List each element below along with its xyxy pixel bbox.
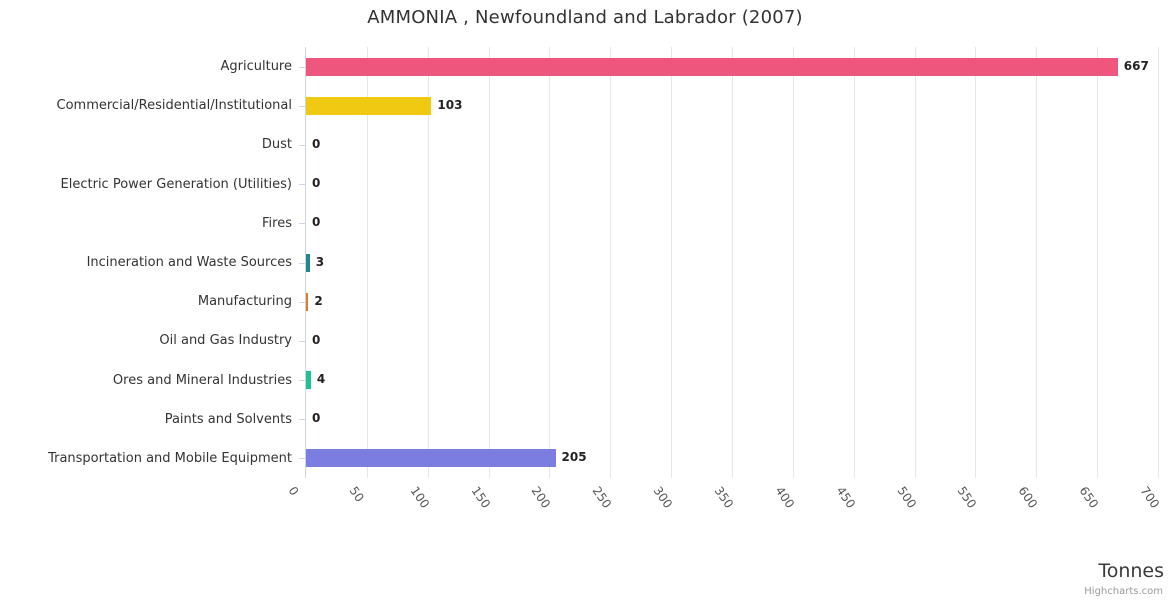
x-tick-label: 700	[1137, 484, 1163, 511]
gridline	[853, 47, 855, 478]
gridline	[610, 47, 612, 478]
bar-value-label: 0	[312, 137, 321, 151]
category-label: Manufacturing	[197, 294, 292, 310]
x-tick-label: 550	[954, 484, 980, 511]
chart-title: AMMONIA , Newfoundland and Labrador (200…	[367, 7, 803, 28]
bar[interactable]	[306, 253, 310, 272]
gridline	[1097, 47, 1099, 478]
bar-value-label: 0	[312, 215, 321, 230]
bar-value-label: 0	[312, 332, 321, 347]
gridline	[671, 47, 673, 478]
category-tick	[299, 458, 306, 460]
gridline	[975, 47, 977, 478]
highcharts-credits-link[interactable]: Highcharts.com	[1084, 586, 1163, 597]
category-label: Electric Power Generation (Utilities)	[60, 176, 292, 192]
gridline	[792, 47, 794, 478]
category-tick	[299, 262, 306, 264]
x-tick-label: 450	[833, 484, 858, 511]
gridline	[1036, 47, 1038, 478]
gridline	[549, 47, 551, 478]
bar[interactable]	[306, 57, 1118, 76]
x-tick-label: 400	[772, 484, 798, 511]
category-tick	[299, 419, 306, 421]
bar-value-label: 205	[561, 450, 587, 465]
category-tick	[299, 105, 306, 107]
x-tick-label: 250	[589, 484, 615, 511]
bar-value-label: 2	[314, 293, 323, 308]
x-tick-label: 100	[407, 484, 432, 511]
category-label: Agriculture	[220, 59, 293, 75]
bar[interactable]	[306, 371, 311, 389]
gridline	[488, 47, 490, 478]
x-tick-label: 150	[468, 484, 493, 511]
x-tick-label: 500	[894, 484, 919, 511]
bar-value-label: 667	[1123, 58, 1149, 73]
x-tick-label: 350	[711, 484, 737, 511]
gridline	[427, 47, 429, 478]
gridline	[732, 47, 733, 478]
category-tick	[299, 340, 306, 342]
bar[interactable]	[306, 292, 309, 311]
bar-value-label: 0	[312, 411, 321, 426]
category-label: Oil and Gas Industry	[159, 333, 292, 349]
category-tick	[299, 66, 306, 68]
category-label: Transportation and Mobile Equipment	[48, 450, 292, 466]
bar-value-label: 3	[315, 254, 325, 269]
x-tick-label: 0	[285, 484, 302, 499]
x-axis-title: Tonnes	[1098, 560, 1164, 582]
category-tick	[299, 145, 306, 146]
bar-value-label: 103	[437, 97, 463, 112]
bar[interactable]	[306, 449, 556, 468]
gridline	[1158, 47, 1159, 478]
category-label: Ores and Mineral Industries	[112, 372, 292, 388]
x-tick-label: 650	[1076, 484, 1102, 511]
gridline	[366, 47, 368, 478]
category-label: Commercial/Residential/Institutional	[56, 98, 293, 114]
category-tick	[299, 301, 306, 303]
plot-area: 667 103 0 0 0 3 2 0 4 0 205	[305, 47, 1159, 478]
x-tick-label: 50	[346, 484, 367, 505]
gridline	[914, 47, 916, 478]
category-axis: Agriculture Commercial/Residential/Instit…	[0, 47, 292, 478]
bar[interactable]	[306, 96, 432, 115]
category-label: Incineration and Waste Sources	[86, 254, 292, 270]
category-label: Fires	[262, 215, 292, 231]
x-tick-label: 200	[528, 484, 554, 511]
bar-value-label: 0	[312, 176, 321, 191]
category-tick	[299, 380, 306, 381]
category-tick	[299, 223, 306, 225]
x-tick-label: 600	[1015, 484, 1041, 511]
category-label: Dust	[261, 137, 292, 153]
category-tick	[299, 184, 306, 186]
x-tick-label: 300	[650, 484, 676, 511]
category-label: Paints and Solvents	[164, 411, 292, 427]
bar-value-label: 4	[316, 372, 326, 386]
